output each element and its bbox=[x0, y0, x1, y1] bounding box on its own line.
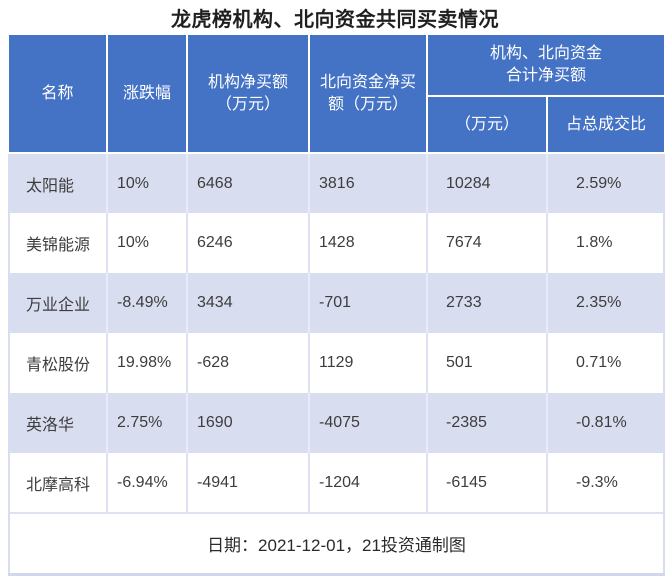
footer-note: 日期：2021-12-01，21投资通制图 bbox=[7, 512, 666, 576]
value-cell: -4075 bbox=[309, 393, 428, 453]
value-cell: -8.49% bbox=[107, 273, 188, 333]
value-cell: -9.3% bbox=[547, 453, 666, 513]
value-cell: 2.35% bbox=[547, 273, 666, 333]
value-cell: -701 bbox=[309, 273, 428, 333]
stock-name-cell: 万业企业 bbox=[8, 273, 108, 333]
value-cell: 1690 bbox=[187, 393, 310, 453]
value-cell: -4941 bbox=[187, 453, 310, 513]
value-cell: 10% bbox=[107, 153, 188, 213]
value-cell: 10% bbox=[107, 213, 188, 273]
col-header-institution-net: 机构净买额 （万元） bbox=[187, 35, 310, 154]
value-cell: -0.81% bbox=[547, 393, 666, 453]
table-row: 英洛华 2.75% 1690 -4075 -2385 -0.81% bbox=[8, 393, 666, 453]
table-row: 万业企业 -8.49% 3434 -701 2733 2.35% bbox=[8, 273, 666, 333]
value-cell: 6246 bbox=[187, 213, 310, 273]
table-body: 太阳能 10% 6468 3816 10284 2.59% 美锦能源 10% 6246 1428 7… bbox=[8, 153, 666, 513]
value-cell: -6145 bbox=[427, 453, 548, 513]
value-cell: 1129 bbox=[309, 333, 428, 393]
value-cell: -6.94% bbox=[107, 453, 188, 513]
value-cell: -2385 bbox=[427, 393, 548, 453]
table-row: 青松股份 19.98% -628 1129 501 0.71% bbox=[8, 333, 666, 393]
table-footer: 日期：2021-12-01，21投资通制图 bbox=[7, 512, 666, 576]
value-cell: 0.71% bbox=[547, 333, 666, 393]
stock-name-cell: 美锦能源 bbox=[8, 213, 108, 273]
value-cell: 2.59% bbox=[547, 153, 666, 213]
value-cell: 3434 bbox=[187, 273, 310, 333]
table-header: 名称 涨跌幅 机构净买额 （万元） 北向资金净买 额（万元） 机构、北向资金 合… bbox=[9, 35, 665, 154]
value-cell: 2.75% bbox=[107, 393, 188, 453]
data-table: 名称 涨跌幅 机构净买额 （万元） 北向资金净买 额（万元） 机构、北向资金 合… bbox=[7, 35, 666, 576]
table-row: 北摩高科 -6.94% -4941 -1204 -6145 -9.3% bbox=[8, 453, 666, 513]
stock-name-cell: 太阳能 bbox=[8, 153, 108, 213]
value-cell: -1204 bbox=[309, 453, 428, 513]
value-cell: 501 bbox=[427, 333, 548, 393]
value-cell: 7674 bbox=[427, 213, 548, 273]
value-cell: 10284 bbox=[427, 153, 548, 213]
value-cell: 19.98% bbox=[107, 333, 188, 393]
stock-name-cell: 北摩高科 bbox=[8, 453, 108, 513]
col-header-change: 涨跌幅 bbox=[107, 35, 188, 154]
col-header-combined-amount: （万元） bbox=[427, 96, 548, 154]
value-cell: 1.8% bbox=[547, 213, 666, 273]
table-row: 太阳能 10% 6468 3816 10284 2.59% bbox=[8, 153, 666, 213]
value-cell: 3816 bbox=[309, 153, 428, 213]
value-cell: -628 bbox=[187, 333, 310, 393]
col-header-combined-ratio: 占总成交比 bbox=[547, 96, 665, 154]
col-header-name: 名称 bbox=[9, 35, 108, 154]
table-row: 美锦能源 10% 6246 1428 7674 1.8% bbox=[8, 213, 666, 273]
value-cell: 1428 bbox=[309, 213, 428, 273]
col-header-northbound-net: 北向资金净买 额（万元） bbox=[309, 35, 428, 154]
value-cell: 6468 bbox=[187, 153, 310, 213]
value-cell: 2733 bbox=[427, 273, 548, 333]
stock-name-cell: 英洛华 bbox=[8, 393, 108, 453]
page-title: 龙虎榜机构、北向资金共同买卖情况 bbox=[171, 9, 499, 31]
col-header-combined-net: 机构、北向资金 合计净买额 bbox=[427, 35, 665, 97]
stock-name-cell: 青松股份 bbox=[8, 333, 108, 393]
